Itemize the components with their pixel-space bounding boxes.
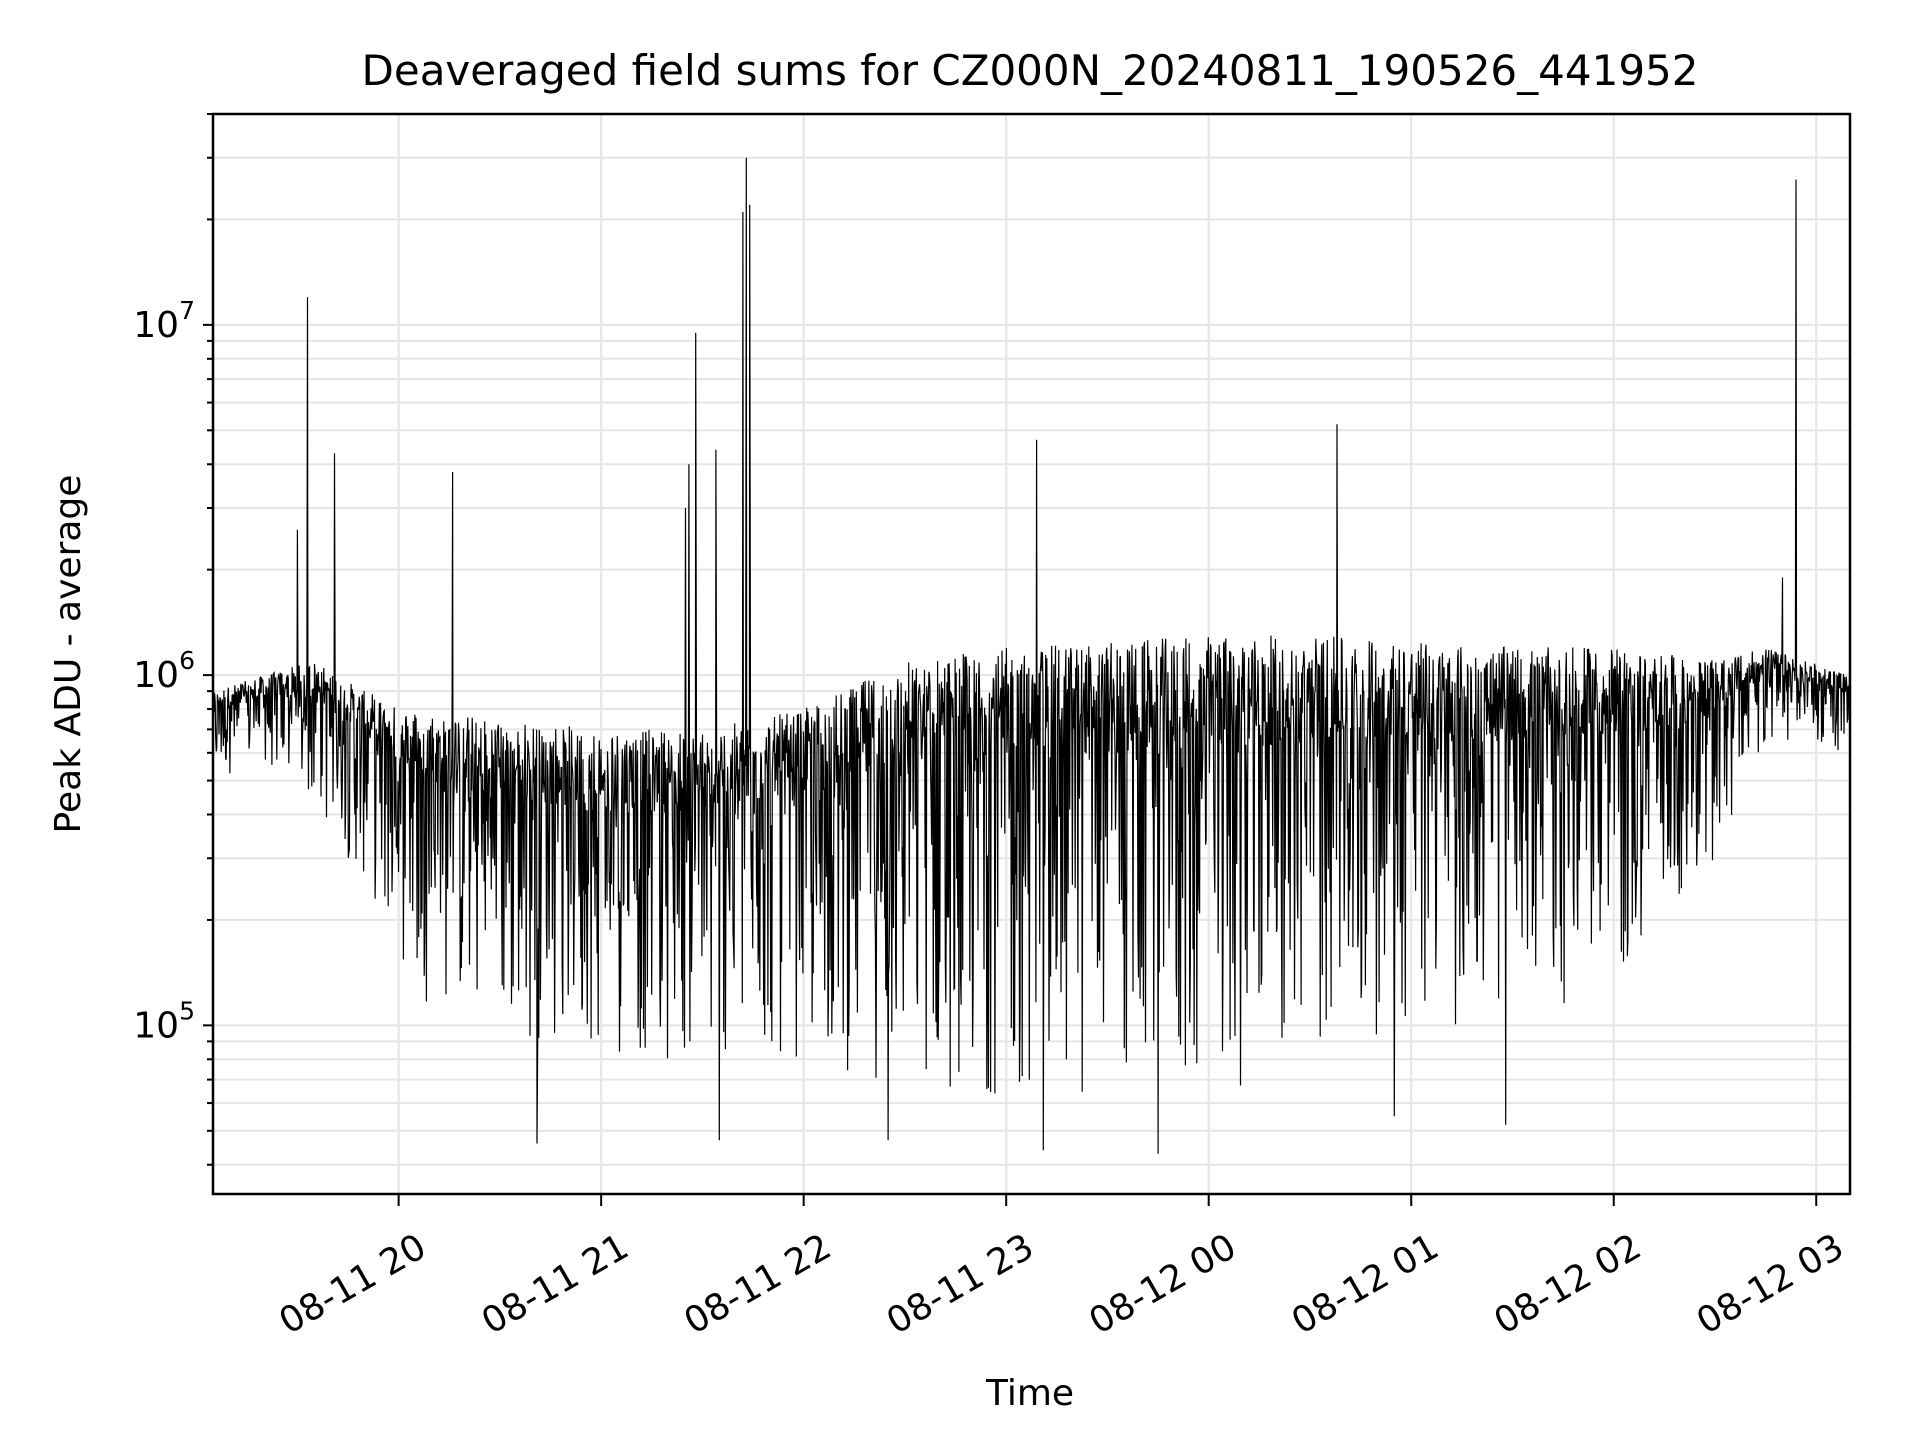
y-tick-label: 106 (133, 646, 195, 696)
chart-title: Deaveraged field sums for CZ000N_2024081… (362, 46, 1699, 95)
y-tick-label: 105 (133, 996, 195, 1046)
plot-frame (211, 112, 1852, 1196)
y-axis-label: Peak ADU - average (48, 475, 89, 834)
y-tick-label: 107 (133, 296, 195, 346)
series-trace (212, 157, 1851, 1154)
series-line (212, 157, 1851, 1154)
x-axis-label: Time (985, 1373, 1074, 1414)
